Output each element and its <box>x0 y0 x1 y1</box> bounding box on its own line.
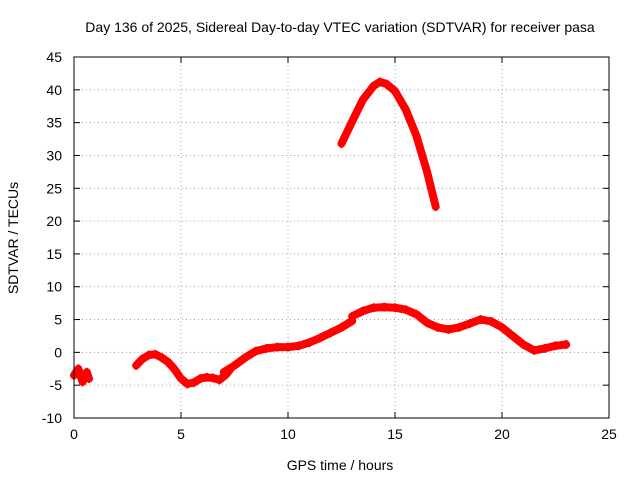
series-trace-seg-7-13-0 <box>222 322 354 377</box>
series-trace-seg-13-23-1 <box>350 303 568 355</box>
y-tick-label: 25 <box>46 180 62 196</box>
y-axis-label: SDTVAR / TECUs <box>5 182 21 294</box>
series-trace-seg-0-1-0 <box>72 364 91 387</box>
y-tick-label: 30 <box>46 147 62 163</box>
y-tick-label: 35 <box>46 115 62 131</box>
y-tick-label: -5 <box>50 377 63 393</box>
y-tick-label: -10 <box>42 410 62 426</box>
series-trace-seg-12-17-peak-1 <box>340 77 438 206</box>
plot-frame <box>73 56 610 419</box>
chart-title: Day 136 of 2025, Sidereal Day-to-day VTE… <box>85 19 595 35</box>
x-tick-label: 5 <box>177 426 185 442</box>
y-tick-label: 15 <box>46 246 62 262</box>
y-tick-label: 10 <box>46 279 62 295</box>
y-tick-label: 40 <box>46 82 62 98</box>
x-axis-label: GPS time / hours <box>287 457 394 473</box>
series-line-seg-7-13 <box>219 316 357 377</box>
series-trace-seg-3-7-1 <box>134 350 232 388</box>
y-tick-label: 5 <box>54 312 62 328</box>
series-trace-seg-0-1-1 <box>72 370 91 381</box>
y-tick-label: 45 <box>46 49 62 65</box>
x-tick-label: 20 <box>494 426 510 442</box>
data-series <box>70 77 571 389</box>
series-line-seg-12-17-peak <box>337 77 440 211</box>
series-trace-seg-7-13-1 <box>222 316 354 371</box>
y-tick-label: 20 <box>46 213 62 229</box>
axis-ticks: 0 5 10 15 20 25 -10 -5 0 5 10 15 20 25 30 35 40 45 <box>42 49 617 442</box>
x-tick-label: 0 <box>70 426 78 442</box>
y-tick-label: 0 <box>54 344 62 360</box>
x-tick-label: 15 <box>387 426 403 442</box>
x-tick-label: 25 <box>601 426 617 442</box>
grid-lines <box>74 57 609 418</box>
x-tick-label: 10 <box>280 426 296 442</box>
